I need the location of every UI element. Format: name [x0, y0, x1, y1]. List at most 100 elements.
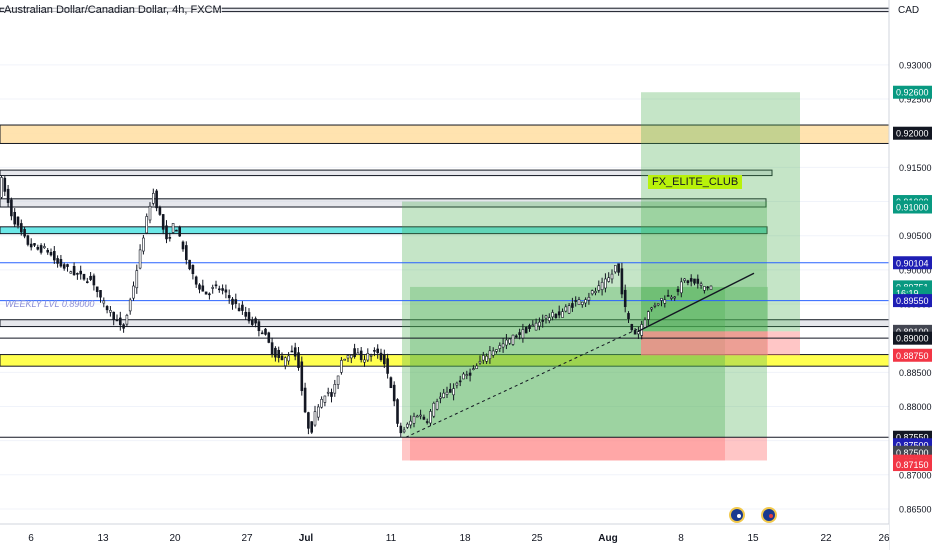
event-flag-core [763, 509, 775, 521]
candle-body [66, 264, 69, 267]
candle [297, 346, 300, 371]
candle-body [287, 355, 290, 362]
candle-body [274, 347, 277, 358]
candle [607, 272, 611, 283]
x-tick-label: 11 [386, 533, 397, 544]
candle-body [518, 332, 521, 335]
candle [670, 294, 673, 301]
candle [666, 289, 670, 297]
candle-body [201, 285, 205, 292]
candle-body [683, 278, 686, 281]
candle [56, 255, 59, 268]
candle-body [260, 332, 264, 335]
candle-body [623, 289, 627, 307]
price-label-text: 0.91000 [896, 203, 929, 213]
candle-body [316, 406, 320, 418]
candle [227, 289, 231, 304]
candle [92, 273, 96, 291]
candle-body [10, 199, 13, 217]
candle-body [323, 395, 327, 403]
candle [488, 345, 492, 364]
candle [320, 396, 323, 409]
candle [333, 379, 337, 397]
candle [623, 284, 627, 313]
y-tick-label: 0.93000 [899, 60, 932, 70]
candle [168, 232, 172, 242]
candle-body [462, 373, 465, 380]
candle-body [373, 350, 376, 352]
currency-label: CAD [898, 5, 920, 16]
candle-body [564, 306, 568, 312]
price-label: 0.92600 [893, 85, 932, 99]
candle [290, 345, 294, 353]
candle-body [19, 223, 23, 233]
candle-body [435, 401, 439, 410]
candle [429, 408, 432, 426]
candle-body [16, 216, 20, 226]
candle [597, 280, 601, 293]
candle [369, 353, 373, 362]
candle-body [399, 425, 403, 434]
candle-body [577, 299, 581, 306]
candle [590, 289, 594, 296]
candle-body [128, 299, 132, 312]
candle [86, 277, 89, 284]
candle [399, 422, 403, 438]
candle-body [125, 314, 129, 325]
candle [703, 286, 706, 294]
candle [49, 248, 53, 257]
candle [452, 383, 455, 401]
candle [676, 286, 680, 296]
candle-body [105, 306, 109, 311]
candle [10, 197, 13, 221]
candle [26, 234, 30, 247]
candle-body [409, 420, 413, 426]
candle [208, 292, 211, 300]
candle [343, 358, 347, 361]
candle [481, 351, 485, 364]
candle-body [277, 349, 281, 358]
candle [495, 349, 498, 354]
candle [316, 404, 320, 421]
event-flag-dot [769, 514, 773, 518]
y-tick-label: 0.88500 [899, 368, 932, 378]
candle-body [264, 328, 267, 335]
candle [373, 347, 376, 357]
candle-body [95, 286, 99, 293]
candle-body [376, 348, 380, 354]
candle-body [534, 322, 538, 331]
candle [313, 405, 317, 427]
solid-trendline [637, 272, 755, 332]
candle [6, 184, 10, 207]
candle [323, 395, 327, 407]
candle [0, 175, 3, 199]
candle [468, 368, 472, 382]
candle-body [706, 286, 710, 289]
x-tick-label: Jul [299, 533, 314, 544]
price-label-text: 16:19 [896, 289, 919, 299]
candle-body [254, 318, 257, 324]
candle-body [119, 317, 122, 326]
candle-body [145, 216, 148, 234]
candle-body [538, 321, 541, 327]
candle-body [478, 361, 482, 364]
candle-body [505, 339, 508, 346]
candle-body [643, 319, 647, 328]
candle [72, 262, 76, 276]
candle-body [204, 291, 208, 295]
candle-body [290, 350, 294, 353]
candle-body [524, 327, 528, 334]
candle-body [481, 355, 485, 361]
candle-body [181, 241, 185, 250]
price-label-text: 0.87150 [896, 460, 929, 470]
candle-body [528, 325, 531, 329]
candle-body [343, 358, 347, 361]
candle [132, 281, 135, 301]
candle [673, 296, 677, 301]
candle-body [703, 286, 706, 291]
zone-gray [0, 169, 773, 177]
candle [105, 305, 109, 314]
candle-body [597, 285, 601, 291]
